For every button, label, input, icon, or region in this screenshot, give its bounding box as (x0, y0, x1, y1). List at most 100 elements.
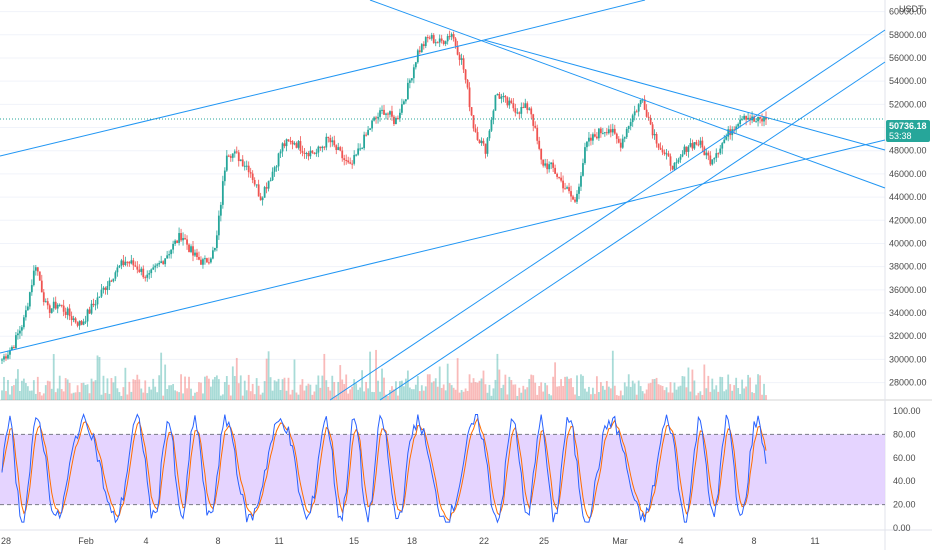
volume-bar (182, 393, 184, 400)
volume-bar (299, 384, 302, 400)
volume-bar (454, 389, 457, 400)
candle-body (24, 310, 27, 318)
candle-body (657, 143, 660, 148)
volume-bar (371, 391, 373, 400)
volume-bar (90, 378, 93, 400)
candle-body (683, 146, 686, 155)
candle-body (765, 116, 767, 120)
candle-body (582, 163, 584, 176)
volume-bar (253, 394, 256, 400)
volume-bar (526, 387, 529, 400)
volume-bar (741, 379, 744, 400)
volume-bar (315, 384, 318, 400)
candle-body (210, 258, 212, 263)
volume-bar (578, 395, 580, 400)
candle-body (486, 138, 489, 154)
volume-bar (373, 392, 375, 400)
candle-body (470, 107, 473, 116)
volume-bar (335, 395, 338, 400)
candle-body (647, 116, 650, 118)
candle-body (114, 272, 117, 279)
candle-body (633, 111, 636, 116)
candle-body (237, 152, 240, 162)
candle-body (46, 301, 49, 306)
candle-body (341, 150, 344, 159)
volume-bar (317, 375, 320, 400)
trendline[interactable] (379, 61, 886, 401)
candle-body (526, 103, 529, 110)
volume-bar (305, 385, 308, 400)
volume-bar (695, 395, 698, 400)
candle-body (100, 289, 103, 297)
volume-bar (48, 381, 51, 400)
volume-bar (263, 381, 266, 400)
volume-bar (536, 394, 539, 400)
volume-bar (34, 393, 37, 400)
volume-bar (269, 377, 272, 400)
time-tick-label: Mar (612, 536, 628, 546)
volume-bar (468, 374, 471, 400)
candle-body (462, 58, 465, 70)
trendline[interactable] (369, 0, 886, 189)
time-axis[interactable]: 28 Feb 4 8 11 15 18 22 25 Mar 4 8 11 (1, 536, 820, 546)
volume-bar (554, 362, 557, 400)
volume-bar (500, 388, 503, 400)
candle-body (122, 260, 125, 265)
volume-bar (721, 377, 724, 400)
volume-bar (92, 381, 95, 400)
trendline[interactable] (329, 29, 886, 401)
volume-bar (470, 382, 473, 400)
volume-bar (217, 379, 220, 400)
volume-bar (291, 389, 294, 400)
candle-body (321, 146, 324, 149)
price-tick-label: 60000.00 (889, 7, 927, 17)
time-tick-label: 11 (274, 536, 283, 546)
candle-body (349, 162, 352, 164)
candle-body (381, 109, 383, 111)
candle-body (623, 137, 626, 139)
volume-bar (725, 389, 728, 400)
trendline[interactable] (483, 39, 886, 151)
price-axis[interactable]: 60000.00 58000.00 56000.00 54000.00 52000.00… (889, 7, 927, 533)
candle-body (375, 117, 377, 119)
trendlines[interactable] (0, 0, 886, 401)
volume-bar (297, 394, 300, 400)
candle-body (595, 136, 598, 139)
volume-bar (114, 376, 117, 400)
volume-bar (333, 381, 336, 400)
volume-bar (283, 377, 286, 400)
volume-bar (753, 393, 755, 400)
candle-body (279, 151, 282, 154)
volume-bar (38, 391, 41, 400)
volume-bar (733, 385, 736, 400)
candle-body (319, 146, 322, 149)
candle-body (617, 138, 620, 143)
volume-bar (518, 387, 521, 400)
candle-body (17, 333, 19, 336)
volume-bar (357, 389, 360, 400)
candle-body (96, 297, 99, 305)
volume-bar (703, 364, 706, 400)
trendline[interactable] (0, 39, 485, 157)
candle-body (651, 124, 654, 136)
volume-bar (414, 384, 417, 400)
candle-body (653, 134, 656, 136)
volume-bar (709, 391, 712, 400)
candle-body (186, 239, 188, 245)
price-tick-label: 54000.00 (889, 76, 927, 86)
trendline[interactable] (0, 139, 886, 354)
volume-bar (359, 387, 362, 400)
candle-body (128, 261, 131, 264)
trendline[interactable] (483, 0, 646, 41)
candle-body (116, 267, 119, 273)
candle-body (659, 147, 662, 150)
volume-bar (689, 391, 692, 400)
volume-bar (337, 381, 340, 400)
volume-bar (745, 386, 748, 400)
volume-bar (42, 393, 45, 400)
candle-body (621, 138, 624, 148)
candle-body (28, 292, 31, 307)
candle-body (219, 204, 222, 216)
